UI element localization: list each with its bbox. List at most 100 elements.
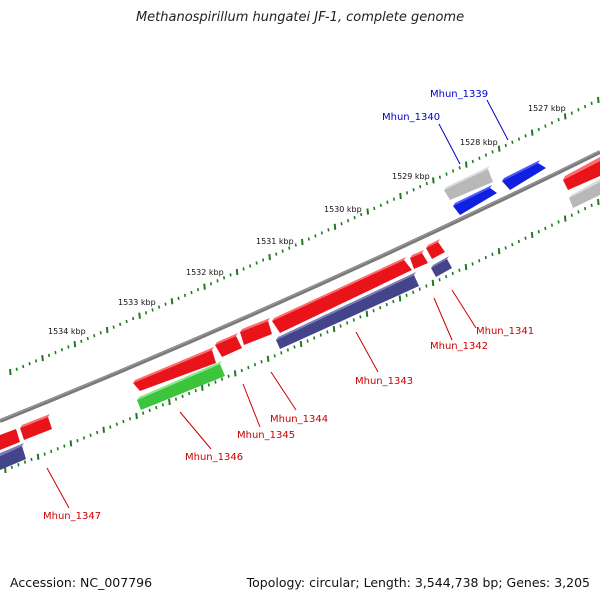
gene-arrow-grey-2[interactable] [569, 179, 600, 208]
scale-tick [497, 145, 501, 152]
scale-tick [190, 290, 193, 295]
gene-arrow-red-right[interactable] [563, 157, 600, 190]
scale-tick [82, 436, 86, 440]
scale-tick [412, 290, 415, 294]
scale-tick [517, 239, 520, 244]
scale-tick [220, 377, 224, 381]
scale-tick [36, 453, 40, 460]
gene-arrow-mhun-1342[interactable] [410, 250, 428, 269]
scale-tick [314, 234, 317, 238]
scale-tick [339, 324, 342, 328]
scale-label-1529: 1529 kbp [392, 172, 430, 181]
scale-tick [577, 210, 580, 214]
scale-tick [425, 284, 428, 288]
scale-tick [352, 318, 355, 322]
scale-tick [360, 212, 363, 217]
scale-tick [56, 447, 59, 451]
scale-label-1532: 1532 kbp [186, 268, 224, 277]
scale-tick [142, 411, 145, 415]
scale-tick [458, 166, 461, 170]
scale-tick [544, 124, 547, 128]
scale-tick [412, 188, 415, 192]
scale-tick [132, 316, 135, 321]
scale-tick [340, 222, 343, 226]
scale-tick [332, 325, 336, 333]
scale-tick [102, 426, 106, 433]
gene-arrow-mhun-1341[interactable] [426, 239, 445, 259]
scale-label-1528: 1528 kbp [460, 138, 498, 147]
scale-tick [286, 348, 289, 352]
scale-tick [249, 264, 252, 268]
scale-tick [392, 197, 396, 201]
scale-tick [164, 302, 167, 306]
gene-arrow-navy-1343[interactable] [276, 272, 419, 349]
scale-tick [530, 231, 534, 239]
scale-tick [597, 96, 600, 104]
scale-tick [484, 255, 487, 260]
scale-tick [128, 417, 132, 421]
scale-tick [273, 354, 276, 358]
scale-tick [431, 279, 435, 286]
scale-tick [445, 274, 448, 279]
scale-tick [281, 249, 284, 253]
scale-tick [497, 248, 501, 255]
scale-tick [168, 398, 171, 406]
scale-label-1534: 1534 kbp [48, 327, 86, 336]
scale-tick [550, 121, 554, 125]
scale-tick [299, 340, 303, 348]
scale-tick [471, 262, 474, 266]
scale-tick [570, 111, 573, 115]
scale-tick [17, 463, 20, 467]
scale-tick [112, 325, 115, 329]
scale-ticks-outer [9, 96, 600, 376]
scale-tick [379, 306, 382, 310]
scale-tick [301, 238, 304, 246]
gene-arrow-mhun-1339[interactable] [502, 160, 546, 190]
scale-tick [326, 330, 329, 334]
scale-tick [491, 252, 494, 256]
gene-arrow-mhun-1347-red[interactable] [0, 414, 52, 450]
scale-tick [96, 430, 99, 435]
scale-tick [359, 315, 362, 319]
scale-tick [590, 203, 593, 207]
gene-label-mhun-1339: Mhun_1339 [430, 89, 488, 100]
gene-arrow-mhun-1345[interactable] [215, 333, 242, 357]
scale-tick [188, 391, 191, 396]
scale-tick [346, 219, 350, 223]
scale-tick [247, 365, 250, 370]
scale-tick [174, 397, 178, 401]
scale-tick [144, 311, 148, 315]
scale-tick [125, 319, 128, 324]
gene-arrow-grey-1[interactable] [444, 166, 493, 200]
scale-tick [438, 175, 442, 179]
scale-tick [227, 374, 230, 378]
gene-arrow-green-1346[interactable] [137, 361, 225, 410]
gene-arrow-navy-1347[interactable] [0, 443, 26, 470]
scale-tick [405, 293, 408, 298]
topology-text: Topology: circular; Length: 3,544,738 bp… [246, 575, 590, 590]
scale-tick [327, 228, 330, 232]
gene-arrow-mhun-1343-red[interactable] [272, 257, 412, 333]
scale-tick [346, 321, 349, 325]
scale-tick [222, 276, 226, 280]
scale-tick [76, 439, 79, 443]
gene-label-mhun-1346: Mhun_1346 [185, 452, 243, 463]
scale-tick [268, 253, 271, 261]
scale-tick [484, 153, 488, 157]
scale-tick [445, 172, 448, 176]
scale-tick [216, 279, 219, 283]
gene-arrow-mhun-1340[interactable] [453, 185, 497, 215]
scale-tick [406, 191, 409, 195]
gene-arrow-mhun-1344[interactable] [240, 318, 272, 345]
genome-backbone [0, 150, 600, 423]
scale-tick [590, 101, 593, 105]
scale-tick [235, 268, 239, 276]
gene-arrow-navy-1341[interactable] [431, 256, 452, 277]
scale-tick [313, 336, 316, 340]
scale-tick [122, 419, 125, 424]
gene-arrow-mhun-1346-red[interactable] [133, 347, 216, 391]
scale-label-1530: 1530 kbp [324, 205, 362, 214]
scale-tick [135, 412, 138, 420]
scale-tick [201, 384, 204, 391]
